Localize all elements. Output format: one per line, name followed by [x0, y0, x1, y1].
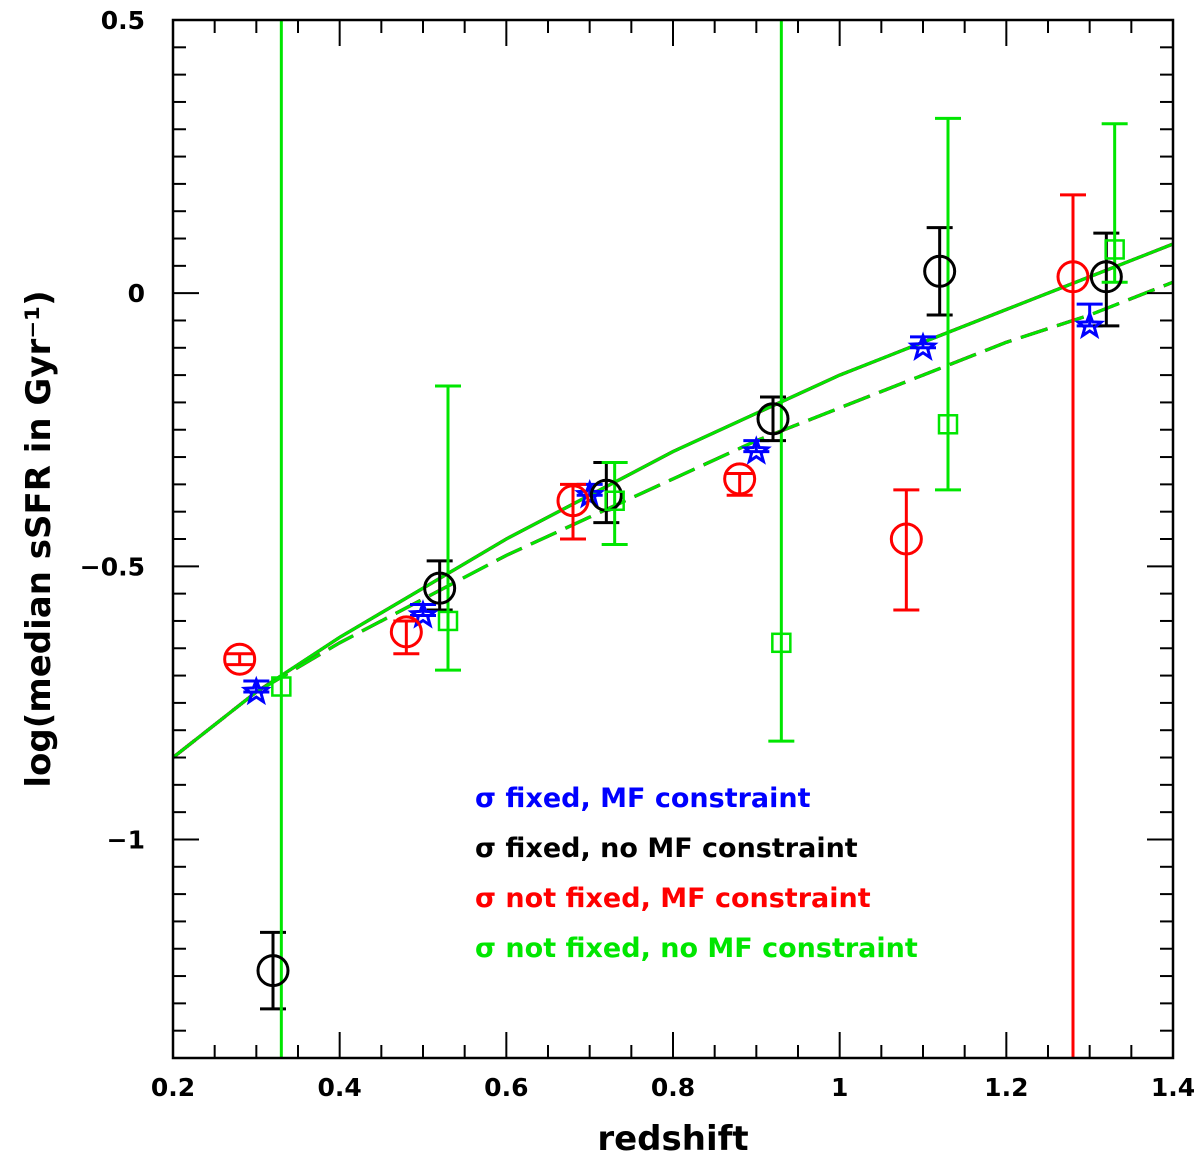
data-point-circle — [756, 402, 790, 436]
data-point-star — [574, 479, 606, 509]
y-tick-label: 0 — [128, 279, 145, 308]
x-tick-label: 1.4 — [1151, 1073, 1195, 1102]
y-tick-label: 0.5 — [101, 6, 145, 35]
x-tick-label: 0.6 — [484, 1073, 528, 1102]
legend-entry: σ not fixed, no MF constraint — [475, 933, 918, 964]
x-tick-label: 0.4 — [318, 1073, 362, 1102]
legend-entry: σ fixed, no MF constraint — [475, 833, 858, 864]
data-point-circle — [389, 615, 423, 649]
legend-entry: σ fixed, MF constraint — [475, 783, 811, 814]
data-point-star — [740, 435, 772, 465]
data-point-star — [240, 675, 272, 706]
data-point-star — [907, 331, 939, 361]
x-tick-label: 1 — [831, 1073, 848, 1102]
fit-line-dashed — [173, 280, 1173, 759]
x-tick-label: 0.2 — [151, 1073, 195, 1102]
x-tick-labels: 0.2 0.4 0.6 0.8 1 1.2 1.4 — [151, 1073, 1195, 1102]
data-point-circle — [256, 954, 290, 988]
fit-line-solid — [173, 242, 1173, 759]
data-point-circle — [1056, 260, 1090, 294]
x-tick-label: 1.2 — [984, 1073, 1028, 1102]
fit-line-dashed — [173, 280, 1173, 759]
data-point-circle — [556, 484, 590, 518]
data-point-square — [937, 414, 959, 435]
fit-line-dashed — [173, 280, 1173, 759]
fit-line-dashed — [173, 280, 1173, 759]
fit-line-solid — [173, 242, 1173, 759]
data-point-circle — [723, 462, 757, 496]
y-tick-label: −0.5 — [80, 552, 145, 581]
data-point-circle — [423, 571, 457, 605]
data-point-star — [1074, 309, 1106, 340]
data-point-circle — [889, 522, 923, 556]
data-point-square — [604, 490, 625, 512]
data-point-square — [1104, 239, 1125, 260]
data-point-square — [437, 610, 459, 632]
y-tick-labels: 0.5 0 −0.5 −1 — [80, 6, 145, 854]
fit-line-solid — [173, 242, 1173, 759]
data-point-circle — [223, 642, 257, 676]
data-point-star — [407, 599, 439, 629]
legend: σ fixed, MF constraint σ fixed, no MF con… — [475, 783, 918, 964]
x-axis-label: redshift — [597, 1119, 748, 1158]
x-tick-label: 0.8 — [651, 1073, 695, 1102]
data-markers — [223, 239, 1125, 988]
data-point-circle — [1089, 260, 1123, 294]
fit-lines — [173, 242, 1173, 759]
legend-entry: σ not fixed, MF constraint — [475, 883, 871, 914]
data-point-square — [271, 676, 292, 697]
axis-ticks — [173, 20, 1173, 1058]
data-point-circle — [923, 254, 957, 288]
y-tick-label: −1 — [107, 825, 145, 854]
y-axis-label: log(median sSFR in Gyr⁻¹) — [19, 290, 59, 787]
fit-line-solid — [173, 242, 1173, 759]
data-point-square — [771, 632, 792, 654]
